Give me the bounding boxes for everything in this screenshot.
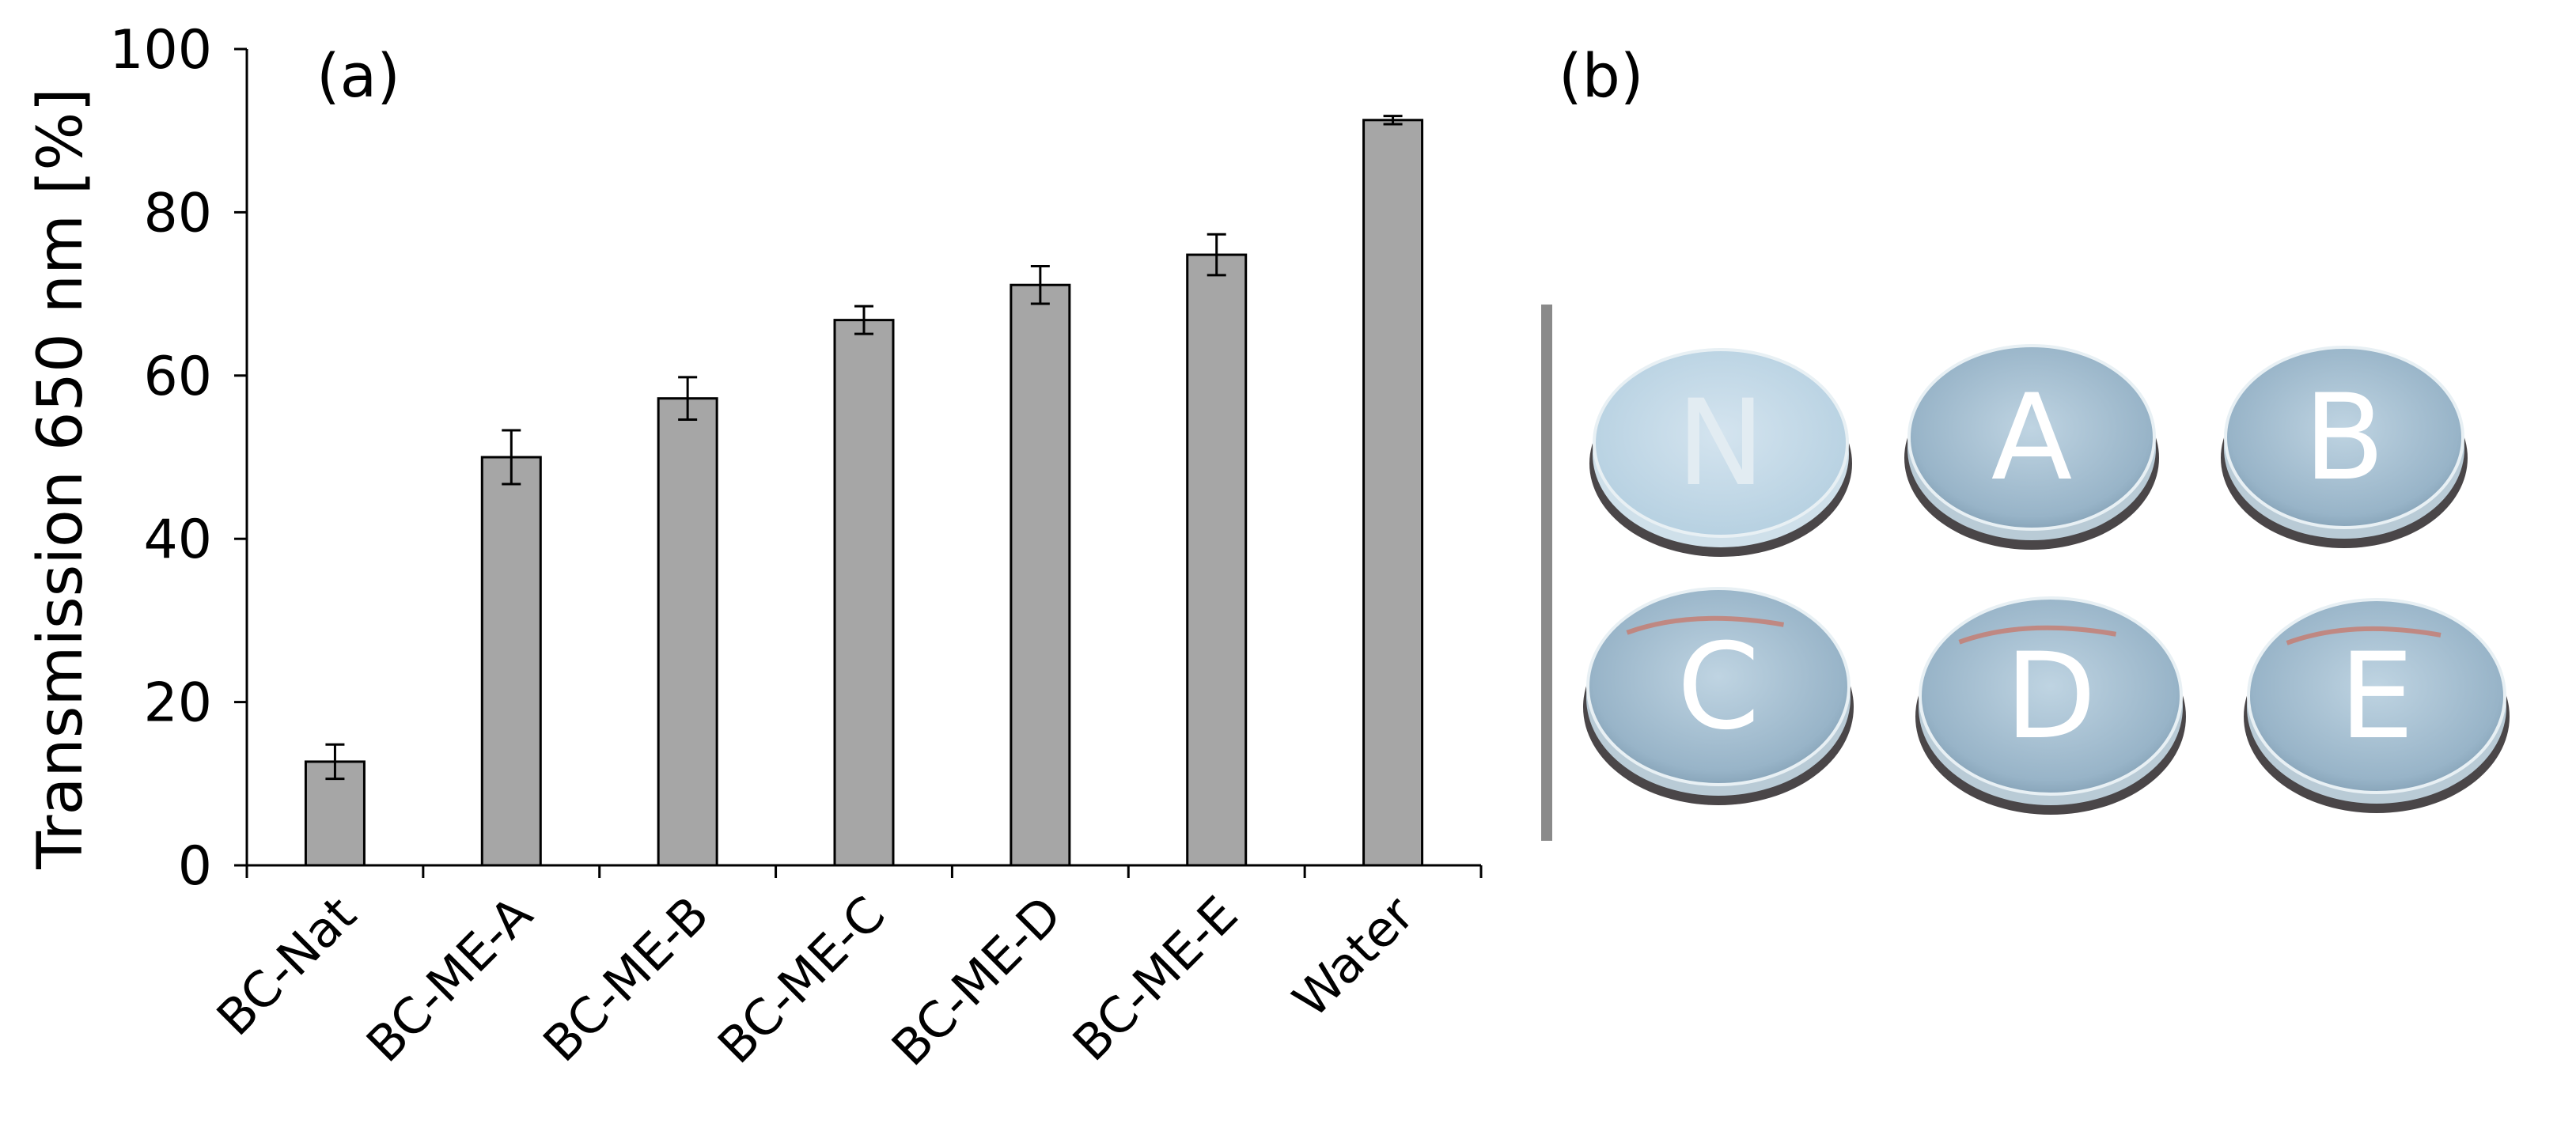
disc-top	[2247, 598, 2506, 794]
disc-letter: B	[2304, 369, 2385, 507]
disc-letter: A	[1991, 369, 2073, 507]
hydrogel-photo: N A B C D E	[1583, 344, 2510, 815]
disc-top	[1907, 344, 2156, 531]
bar	[833, 319, 895, 867]
bar	[1362, 119, 1424, 867]
disc-top	[2224, 346, 2464, 529]
x-tick-label: BC-Nat	[206, 885, 367, 1046]
bar	[657, 397, 718, 867]
y-axis-label: Transmission 650 nm [%]	[25, 88, 97, 870]
gel-disc: A	[1904, 344, 2159, 550]
bar	[304, 760, 366, 867]
plot-area: 020406080100BC-NatBC-ME-ABC-ME-BBC-ME-CB…	[109, 19, 1483, 1077]
y-tick-label: 20	[143, 672, 212, 735]
error-bar	[678, 376, 698, 422]
y-tick-label: 100	[109, 19, 212, 81]
gel-disc: N	[1589, 348, 1852, 557]
error-bar	[1207, 233, 1226, 277]
disc-letter: N	[1676, 375, 1765, 513]
x-tick-label: BC-ME-D	[881, 885, 1072, 1077]
disc-top	[1593, 348, 1849, 538]
x-tick-label: BC-ME-C	[707, 885, 896, 1074]
y-tick-label: 40	[143, 509, 212, 571]
error-bar	[854, 305, 873, 335]
disc-top	[1919, 596, 2183, 796]
gel-disc: E	[2244, 598, 2510, 813]
gel-disc: B	[2221, 346, 2468, 548]
panel-a-label: (a)	[316, 40, 400, 111]
disc-top	[1586, 587, 1851, 786]
bar	[480, 456, 542, 867]
disc-letter: C	[1677, 619, 1760, 756]
x-tick-label: BC-ME-A	[355, 885, 544, 1073]
error-bar	[1030, 265, 1050, 305]
bar	[1186, 253, 1248, 867]
error-bar	[325, 743, 345, 781]
y-tick-label: 0	[178, 835, 212, 898]
disc-tint-streak	[1958, 625, 2117, 645]
bar	[1010, 283, 1071, 867]
y-tick-label: 80	[143, 182, 212, 244]
disc-letter: D	[2005, 628, 2097, 766]
error-bar	[1383, 115, 1403, 126]
gel-disc: C	[1583, 587, 1854, 805]
gel-disc: D	[1915, 596, 2186, 815]
panel-b-label: (b)	[1559, 40, 1644, 111]
x-tick-label: Water	[1282, 885, 1426, 1029]
y-tick-label: 60	[143, 346, 212, 408]
disc-letter: E	[2339, 628, 2415, 766]
error-bar	[502, 429, 521, 486]
x-tick-label: BC-ME-B	[532, 885, 720, 1073]
disc-tint-streak	[1626, 615, 1785, 635]
disc-tint-streak	[2286, 626, 2442, 645]
x-tick-label: BC-ME-E	[1062, 885, 1248, 1072]
